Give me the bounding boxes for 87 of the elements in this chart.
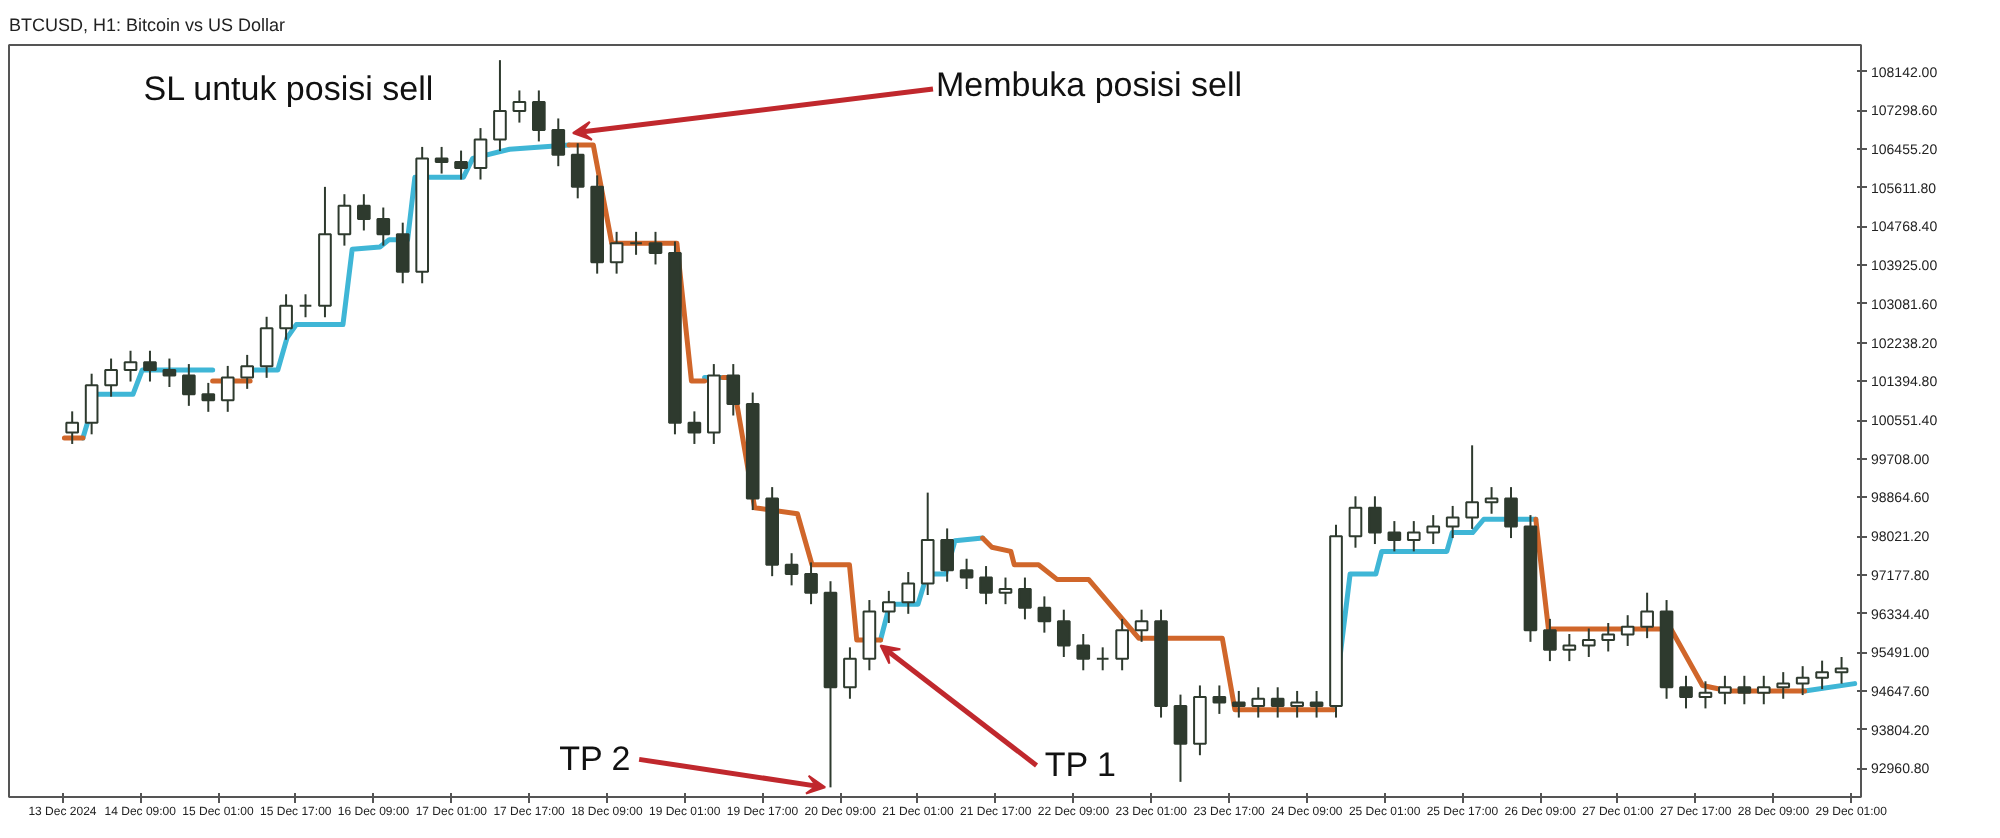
candlestick <box>1115 617 1129 672</box>
line-series <box>980 535 1337 713</box>
candlestick <box>1445 504 1460 540</box>
chart-title: BTCUSD, H1: Bitcoin vs US Dollar <box>9 15 286 35</box>
candlestick <box>279 293 293 341</box>
candlestick <box>1601 622 1616 653</box>
candlestick <box>493 59 507 153</box>
candlestick <box>901 571 916 615</box>
candlestick <box>570 142 585 200</box>
candlestick <box>395 221 410 285</box>
candlestick <box>998 576 1013 606</box>
candlestick <box>1562 633 1577 663</box>
candlestick <box>1406 520 1421 553</box>
candlestick <box>1056 608 1071 658</box>
annotation: TP 1 <box>1044 746 1116 785</box>
candlestick <box>551 117 566 168</box>
candlestick <box>1620 614 1635 647</box>
candlestick <box>687 410 702 445</box>
annotation: TP 2 <box>559 740 631 779</box>
candlestick <box>259 315 274 379</box>
candlestick <box>1270 686 1285 719</box>
candlestick <box>298 293 313 319</box>
candlestick <box>1037 595 1052 634</box>
candlestick <box>1756 674 1771 706</box>
candlestick <box>240 353 255 390</box>
candlestick <box>1776 671 1791 700</box>
candlestick <box>726 363 741 417</box>
candlestick <box>979 565 993 606</box>
candlestick <box>1465 444 1479 530</box>
candlestick <box>629 230 643 256</box>
candlestick <box>1212 684 1227 715</box>
candlestick <box>1795 665 1810 697</box>
candlestick <box>1095 646 1110 672</box>
line-series <box>878 535 986 643</box>
candlestick <box>454 149 468 181</box>
candlestick <box>609 230 624 275</box>
candlestick <box>1387 520 1402 553</box>
annotation: SL untuk posisi sell <box>143 70 434 108</box>
candlestick <box>1251 686 1266 719</box>
candlestick <box>337 193 352 247</box>
candlestick <box>1834 655 1849 685</box>
candlestick <box>862 599 877 672</box>
candlestick <box>434 145 449 175</box>
candlestick <box>1018 576 1032 621</box>
candlestick <box>648 230 663 266</box>
candlestick <box>532 89 546 143</box>
candlestick <box>357 193 371 232</box>
candlestick <box>1718 674 1732 706</box>
candlestick <box>1309 689 1324 719</box>
candlestick <box>1173 693 1188 783</box>
candlestick <box>104 357 118 398</box>
candlestick <box>1134 608 1149 643</box>
candlestick <box>959 557 974 591</box>
candlestick <box>182 363 196 407</box>
candlestick <box>1640 591 1654 640</box>
candlestick <box>473 127 488 181</box>
candlestick <box>940 527 954 583</box>
candlestick <box>201 381 216 413</box>
candlestick <box>220 364 235 413</box>
candlestick <box>784 552 799 587</box>
candlestick <box>143 349 157 383</box>
candlestick <box>84 372 99 436</box>
candlestick <box>162 357 177 389</box>
candlestick <box>1543 617 1557 663</box>
candlestick <box>376 206 391 247</box>
candlestick <box>1426 514 1441 546</box>
candlestick <box>512 89 527 124</box>
candlestick <box>1698 680 1713 710</box>
candlestick <box>1679 674 1693 710</box>
candlestick <box>1504 486 1518 540</box>
candlestick <box>1815 659 1829 691</box>
candlestick <box>1368 495 1382 546</box>
candlestick <box>123 349 138 383</box>
candlestick <box>1348 495 1363 549</box>
candlestick <box>881 589 896 624</box>
candlestick <box>1737 674 1752 706</box>
candlestick <box>843 646 857 700</box>
candlestick <box>1581 627 1596 658</box>
candlestick <box>1290 689 1304 719</box>
candlestick <box>1231 689 1246 719</box>
candlestick <box>1193 684 1207 757</box>
candlestick <box>920 491 935 596</box>
annotation: Membuka posisi sell <box>935 66 1243 104</box>
candlestick <box>65 410 80 445</box>
line-series <box>1533 516 1808 694</box>
candlestick <box>804 561 818 606</box>
candlestick <box>1076 633 1091 672</box>
